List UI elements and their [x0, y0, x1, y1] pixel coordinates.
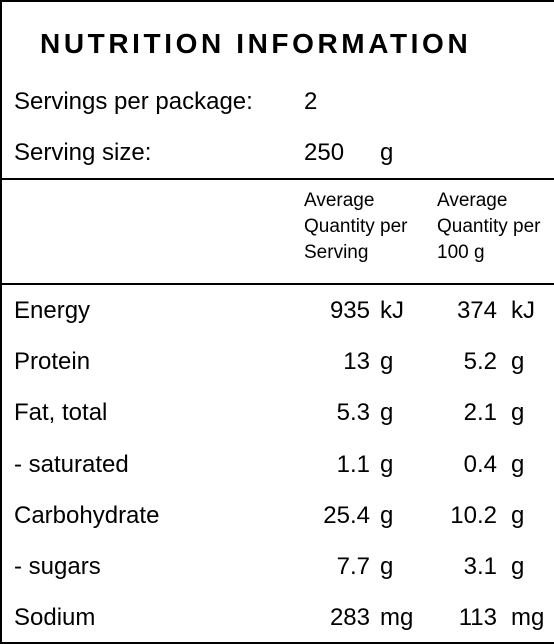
header-per-serving-line: Serving — [304, 242, 369, 263]
per-100g-value: 5.2 — [463, 348, 497, 375]
nutrient-name: - saturated — [14, 451, 129, 478]
per-100g-unit: mg — [511, 604, 545, 631]
per-serving-unit: mg — [380, 604, 414, 631]
per-100g-value: 374 — [456, 297, 497, 324]
header-per-serving-line: Average — [304, 190, 375, 211]
header-per-serving: Average Quantity per Serving — [304, 188, 436, 266]
per-100g-unit: g — [511, 399, 525, 426]
per-serving-unit: g — [380, 399, 394, 426]
per-100g-value: 3.1 — [463, 553, 497, 580]
divider-top — [2, 178, 554, 180]
per-serving-value: 13 — [343, 348, 370, 375]
per-serving-unit: g — [380, 348, 394, 375]
nutrient-name: Fat, total — [14, 399, 108, 426]
per-100g-unit: g — [511, 451, 525, 478]
per-100g-value: 10.2 — [450, 502, 497, 529]
nutrient-name: Sodium — [14, 604, 96, 631]
per-serving-value: 25.4 — [323, 502, 370, 529]
per-serving-unit: g — [380, 553, 394, 580]
per-serving-unit: g — [380, 502, 394, 529]
per-serving-value: 5.3 — [336, 399, 370, 426]
serving-size-label: Serving size: — [14, 139, 152, 166]
per-100g-value: 0.4 — [463, 451, 497, 478]
servings-per-package-value: 2 — [304, 88, 318, 115]
header-per-100g: Average Quantity per 100 g — [437, 188, 554, 266]
nutrient-name: - sugars — [14, 553, 101, 580]
per-100g-unit: g — [511, 348, 525, 375]
serving-size-unit: g — [380, 139, 394, 166]
per-serving-unit: g — [380, 451, 394, 478]
nutrient-name: Carbohydrate — [14, 502, 160, 529]
per-100g-value: 113 — [458, 604, 497, 631]
per-100g-unit: g — [511, 502, 525, 529]
per-100g-unit: kJ — [511, 297, 535, 324]
header-per-100g-line: Average — [437, 190, 508, 211]
divider-header — [2, 283, 554, 285]
serving-size-value: 250 — [304, 139, 345, 166]
per-100g-unit: g — [511, 553, 525, 580]
header-per-100g-line: Quantity per — [437, 216, 541, 237]
per-serving-unit: kJ — [380, 297, 404, 324]
per-serving-value: 283 — [329, 604, 370, 631]
header-per-serving-line: Quantity per — [304, 216, 408, 237]
header-per-100g-line: 100 g — [437, 242, 485, 263]
per-serving-value: 1.1 — [336, 451, 370, 478]
per-serving-value: 935 — [329, 297, 370, 324]
nutrient-name: Protein — [14, 348, 91, 375]
servings-per-package-label: Servings per package: — [14, 88, 253, 115]
per-100g-value: 2.1 — [463, 399, 497, 426]
panel-title: NUTRITION INFORMATION — [40, 28, 472, 59]
nutrient-name: Energy — [14, 297, 91, 324]
per-serving-value: 7.7 — [336, 553, 370, 580]
